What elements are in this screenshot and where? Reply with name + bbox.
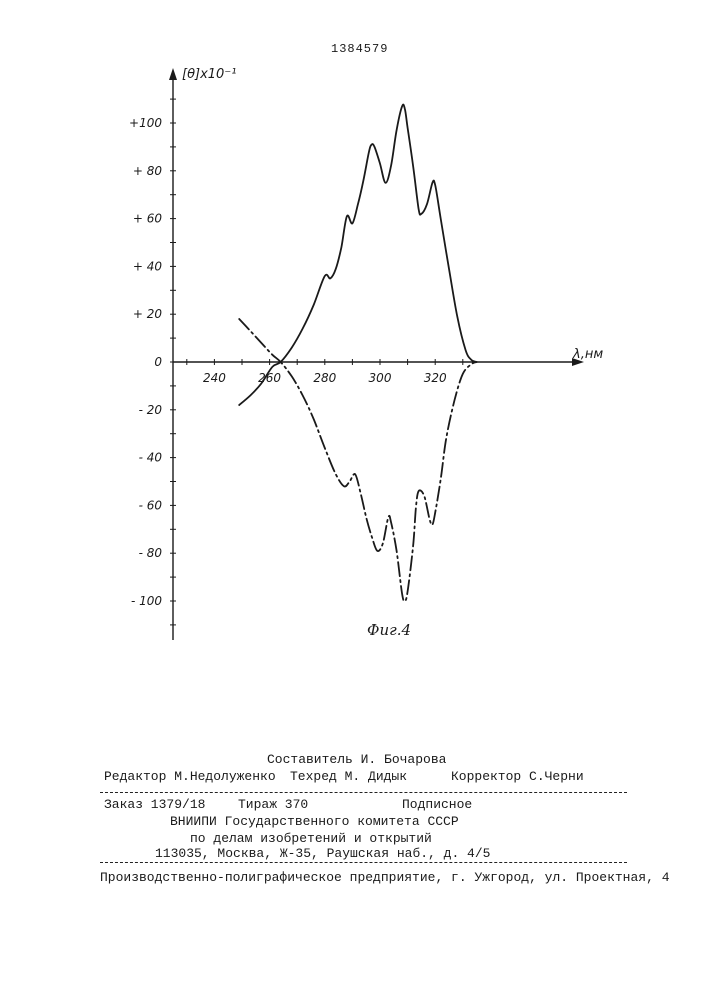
divider-bottom [100,862,627,863]
y-tick-label: - 40 [139,451,163,465]
y-tick-label: - 80 [139,546,163,560]
y-tick-label: + 40 [133,259,163,273]
y-tick-label: + 20 [133,307,163,321]
cd-spectrum-chart: +100 + 80 + 60 + 40 + 20 0 - 20 - 40 - 60 - 80 - 1… [0,0,707,700]
y-tick-label: - 100 [131,594,162,608]
order-line: Заказ 1379/18 [104,797,205,812]
org-line-2: по делам изобретений и открытий [190,831,432,846]
editor-line: Редактор М.Недолуженко [104,769,276,784]
address-line: 113035, Москва, Ж-35, Раушская наб., д. … [155,846,490,861]
y-axis-arrow [169,68,177,80]
divider-top [100,792,627,793]
x-tick-label: 320 [424,371,447,385]
y-tick-label: 0 [154,355,162,369]
y-tick-label: + 60 [133,212,163,226]
techred-line: Техред М. Дидык [290,769,407,784]
figure-label: Фиг.4 [367,621,411,639]
series-solid-line [239,105,476,405]
compiler-line: Составитель И. Бочарова [267,752,446,767]
x-tick-label: 300 [369,371,392,385]
circulation-line: Тираж 370 [238,797,308,812]
printer-line: Производственно-полиграфическое предприя… [100,870,670,885]
y-tick-label: +100 [129,116,162,130]
y-tick-label: + 80 [133,164,163,178]
subscription-line: Подписное [402,797,472,812]
chart-series [239,105,476,602]
y-axis-title: [θ]x10⁻¹ [182,67,236,82]
x-tick-label: 280 [313,371,336,385]
y-tick-label: - 60 [139,498,163,512]
x-axis-title: λ,нм [572,347,603,362]
org-line-1: ВНИИПИ Государственного комитета СССР [170,814,459,829]
y-tick-label: - 20 [139,403,163,417]
x-tick-label: 240 [203,371,226,385]
corrector-line: Корректор С.Черни [451,769,584,784]
